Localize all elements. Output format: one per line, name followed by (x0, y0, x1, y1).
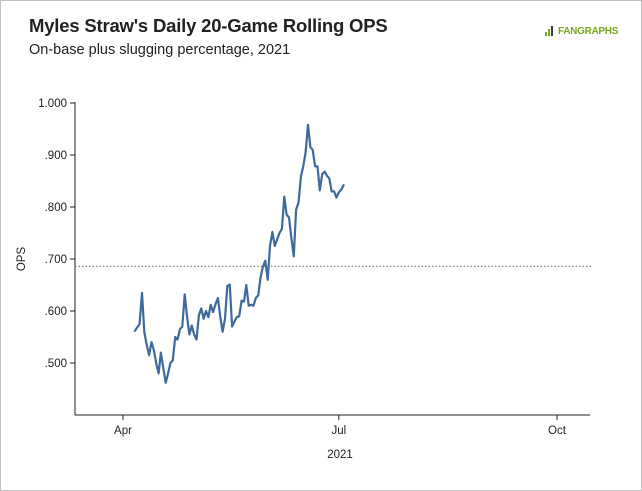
chart-subtitle: On-base plus slugging percentage, 2021 (29, 42, 291, 58)
y-axis-title: OPS (16, 247, 28, 272)
axes (70, 102, 590, 420)
y-tick-label: .900 (45, 150, 67, 162)
brand-name: FANGRAPHS (558, 25, 619, 37)
y-tick-label: .500 (45, 358, 67, 370)
x-tick-label: Apr (114, 425, 132, 437)
chart-title: Myles Straw's Daily 20-Game Rolling OPS (29, 15, 388, 36)
x-axis-title: 2021 (327, 449, 353, 461)
y-tick-label: 1.000 (38, 98, 67, 110)
y-tick-label: .700 (45, 254, 67, 266)
brand-logo[interactable]: FANGRAPHS (544, 24, 618, 38)
series-line-0 (133, 123, 345, 384)
axis-labels: .500 .600 .700 .800 .900 1.000 Apr Jul Oct 2021 OP… (16, 98, 567, 461)
y-tick-label: .800 (45, 202, 67, 214)
x-tick-label: Oct (548, 425, 567, 437)
series-group (133, 123, 345, 384)
y-tick-label: .600 (45, 306, 67, 318)
fangraphs-logo-icon (545, 26, 553, 36)
x-tick-label: Jul (331, 425, 346, 437)
